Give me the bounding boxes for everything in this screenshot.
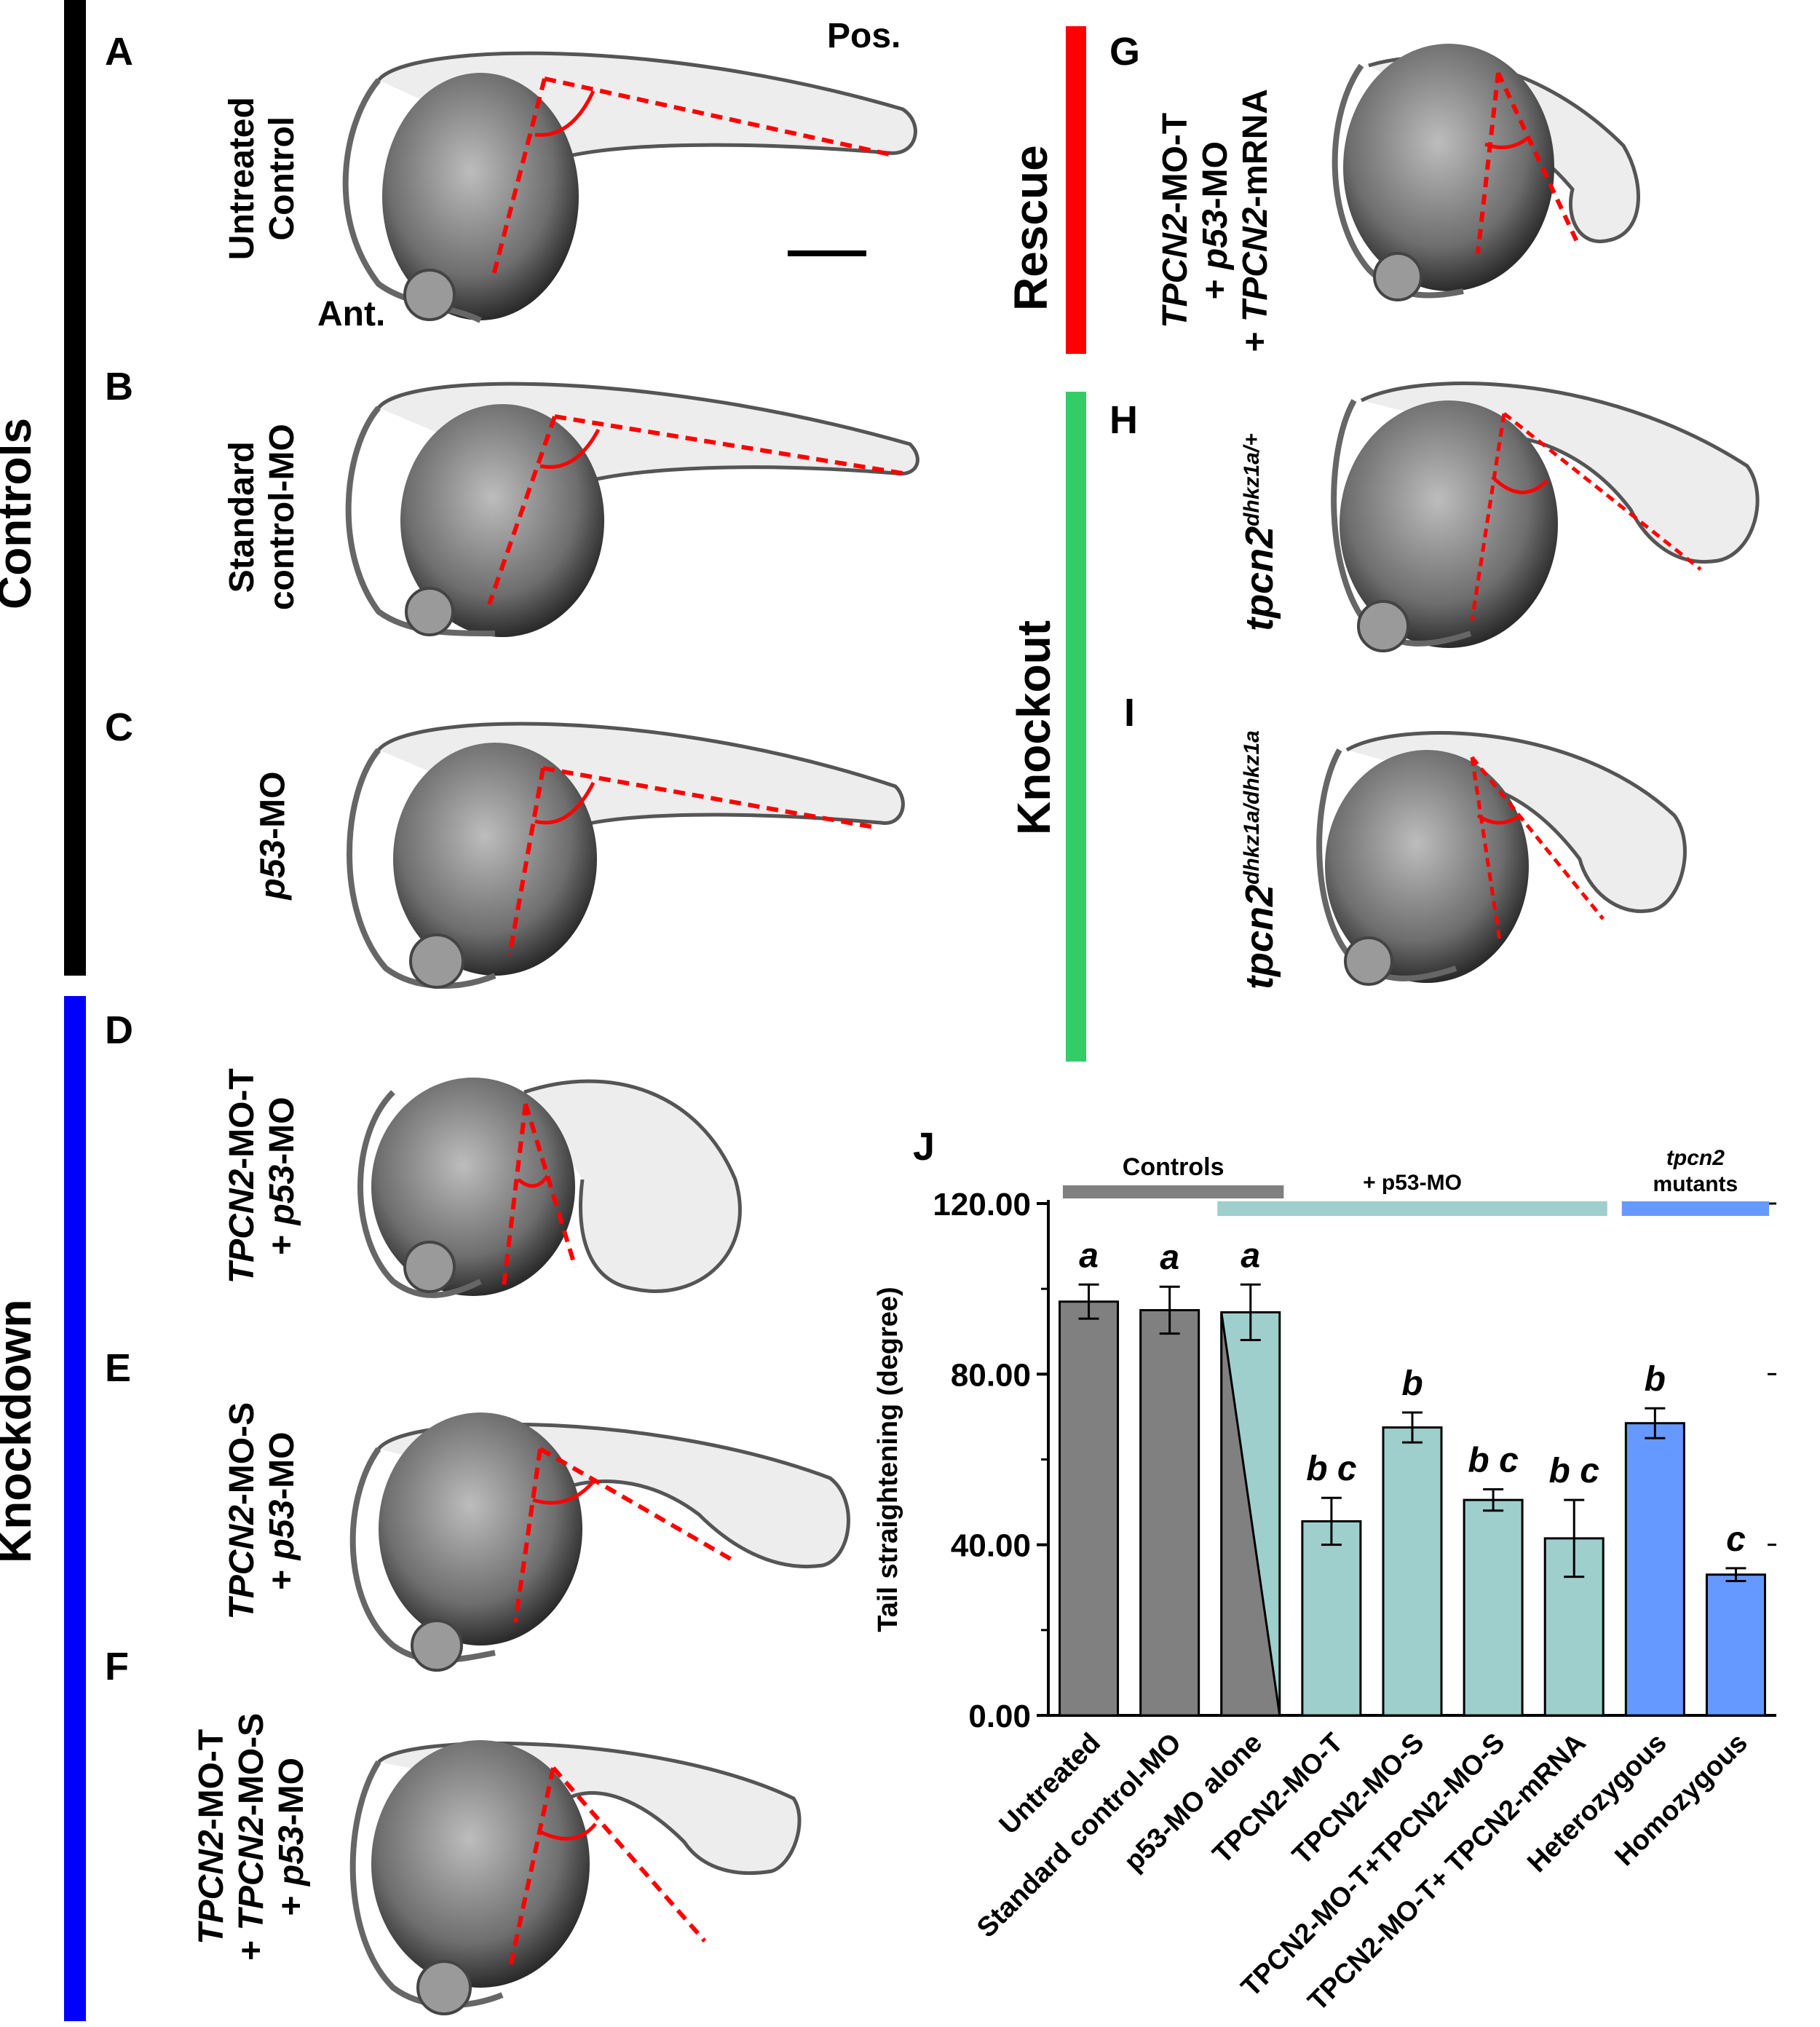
significance-letter: b (1645, 1360, 1666, 1399)
knockdown-group-bar (64, 996, 86, 2021)
significance-letter: c (1726, 1520, 1746, 1559)
panel-letter-j: J (913, 1125, 935, 1169)
panel-letter-e: E (105, 1346, 132, 1390)
embryo-d (357, 1078, 742, 1298)
bar (1382, 1426, 1443, 1717)
panel-letter-g: G (1109, 30, 1141, 74)
embryo-e (349, 1412, 850, 1672)
group-bar-mutants-label-line1: tpcn2 (1666, 1146, 1725, 1170)
bar (1705, 1573, 1766, 1717)
y-tick-label: 40.00 (951, 1528, 1031, 1564)
posterior-label: Pos. (827, 17, 901, 55)
controls-group-bar (64, 0, 86, 976)
panel-letter-a: A (105, 30, 133, 74)
rescue-group-bar (1066, 26, 1086, 354)
bar (1301, 1520, 1362, 1717)
significance-letter: b c (1306, 1450, 1356, 1488)
y-tick-label: 0.00 (968, 1699, 1031, 1734)
group-bar-controls (1063, 1185, 1284, 1198)
embryo-g (1332, 44, 1640, 301)
significance-letter: b (1401, 1364, 1423, 1403)
anterior-label: Ant. (317, 295, 386, 333)
panel-letter-h: H (1109, 398, 1138, 442)
group-bar-p53 (1217, 1201, 1607, 1216)
bar-split-overlay (1220, 1312, 1281, 1717)
bar (1139, 1308, 1200, 1717)
significance-letter: b c (1549, 1452, 1599, 1490)
significance-letter: a (1079, 1236, 1099, 1275)
panel-letter-f: F (105, 1645, 129, 1688)
y-axis-label: Tail straightening (degree) (873, 1287, 903, 1632)
panel-letter-c: C (105, 706, 133, 749)
chart-root: 0.00 40.00 80.00 120.00 Tail straightening (… (873, 1146, 1776, 2017)
category-label: Heterozygous (1522, 1728, 1672, 1878)
group-bar-p53-label: + p53-MO (1363, 1171, 1462, 1195)
significance-letter: a (1241, 1236, 1260, 1275)
embryo-f (349, 1740, 802, 2015)
embryo-a (342, 51, 917, 323)
y-tick-label: 80.00 (951, 1357, 1031, 1393)
group-bar-controls-label: Controls (1123, 1153, 1224, 1181)
significance-letter: a (1160, 1238, 1179, 1277)
embryo-b (345, 382, 919, 637)
embryo-i (1316, 731, 1687, 986)
significance-letter: b c (1468, 1442, 1518, 1480)
panel-letter-b: B (105, 365, 133, 408)
group-bar-mutants (1621, 1201, 1769, 1216)
panel-letter-d: D (105, 1008, 133, 1052)
panel-letter-i: I (1124, 691, 1136, 735)
embryo-h (1331, 382, 1760, 652)
bar (1624, 1422, 1685, 1717)
group-bar-mutants-label-line2: mutants (1653, 1172, 1738, 1196)
category-label: p53-MO alone (1118, 1728, 1268, 1878)
knockout-group-bar (1066, 392, 1086, 1062)
bar (1059, 1300, 1120, 1717)
y-tick-label: 120.00 (933, 1187, 1031, 1222)
bar (1463, 1498, 1524, 1717)
embryo-c (347, 722, 905, 989)
